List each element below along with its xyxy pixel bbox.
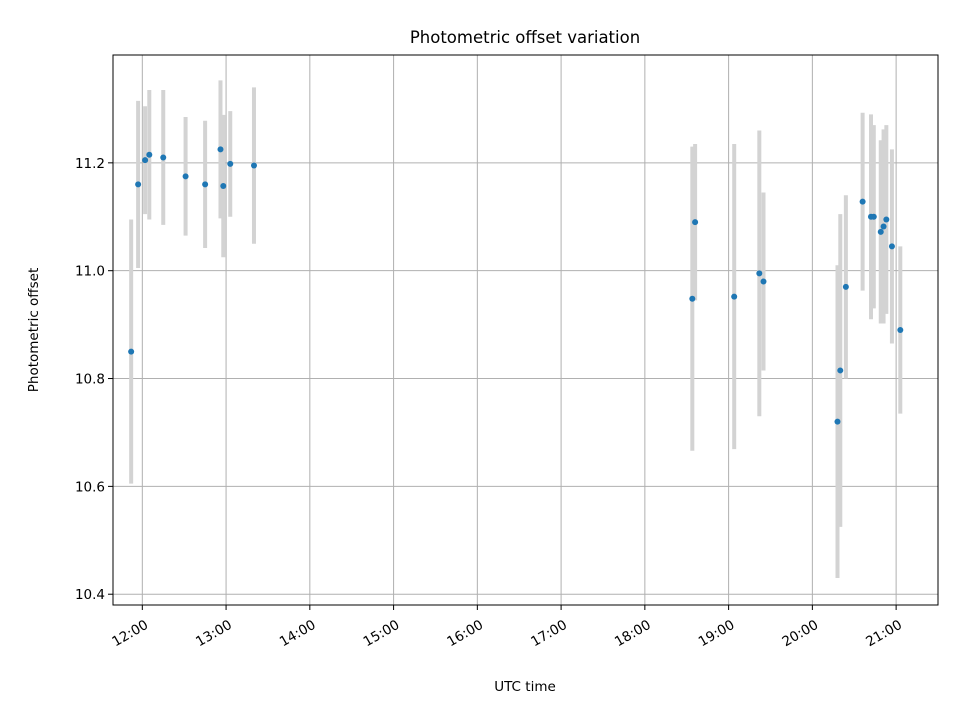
x-axis-label: UTC time	[494, 679, 556, 695]
data-point	[880, 223, 887, 230]
data-point	[182, 173, 189, 180]
plot-area	[113, 55, 938, 605]
data-point	[692, 219, 699, 226]
data-point	[756, 270, 763, 277]
data-point	[217, 146, 224, 153]
data-point	[146, 151, 153, 158]
y-axis-label: Photometric offset	[26, 268, 42, 392]
y-tick-label: 10.8	[75, 372, 105, 388]
y-tick-label: 11.0	[75, 264, 105, 280]
chart-title: Photometric offset variation	[410, 28, 640, 47]
data-point	[227, 160, 234, 167]
data-point	[897, 327, 904, 333]
data-point	[142, 157, 149, 164]
data-point	[135, 181, 142, 188]
data-point	[731, 293, 738, 300]
data-point	[128, 348, 135, 355]
data-point	[837, 367, 844, 374]
y-tick-label: 10.6	[75, 479, 105, 495]
data-point	[760, 278, 767, 285]
plot-frame	[112, 54, 939, 606]
data-point	[883, 216, 890, 223]
y-tick-label: 10.4	[75, 587, 105, 603]
data-point	[842, 283, 849, 290]
data-point	[250, 162, 257, 169]
y-tick-label: 11.2	[75, 156, 105, 172]
data-point	[689, 295, 696, 302]
data-point	[888, 243, 895, 250]
data-point	[859, 198, 866, 205]
markers	[128, 146, 904, 425]
y-axis-ticks: 10.4 10.6 10.8 11.0 11.2	[75, 156, 113, 603]
grid	[113, 55, 938, 605]
data-point	[870, 213, 877, 220]
data-point	[220, 183, 227, 190]
data-point	[834, 418, 841, 425]
data-point	[202, 181, 209, 188]
data-point	[160, 154, 167, 161]
data-point	[877, 228, 884, 235]
